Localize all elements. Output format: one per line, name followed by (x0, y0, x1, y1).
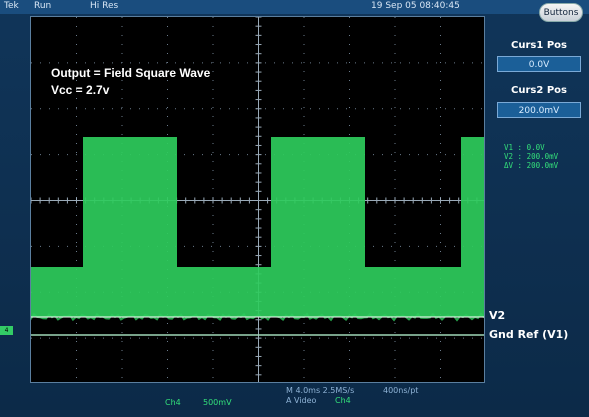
buttons-button[interactable]: Buttons (539, 3, 583, 22)
gnd-ref-label: Gnd Ref (V1) (489, 328, 569, 341)
run-mode-label: Run (34, 1, 52, 11)
curs2-pos-field[interactable]: 200.0mV (497, 102, 581, 118)
readout-v2: V2 : 200.0mV (504, 152, 559, 161)
curs1-pos-field[interactable]: 0.0V (497, 56, 581, 72)
annotation-title: Output = Field Square Wave (51, 66, 211, 80)
status-timebase: M 4.0ms 2.5MS/s (286, 386, 355, 395)
channel-ground-marker: 4 (0, 326, 13, 335)
waveform-trace (31, 137, 484, 317)
readout-v1: V1 : 0.0V (504, 143, 545, 152)
status-channel: Ch4 (165, 398, 181, 407)
waveform-display: Output = Field Square Wave Vcc = 2.7v (30, 16, 485, 383)
curs1-pos-label: Curs1 Pos (511, 40, 567, 51)
curs2-pos-label: Curs2 Pos (511, 85, 567, 96)
status-resolution: 400ns/pt (383, 386, 419, 395)
acquisition-mode-label: Hi Res (90, 1, 119, 11)
timestamp: 19 Sep 05 08:40:45 (371, 1, 460, 11)
readout-delta-v: ΔV : 200.0mV (504, 161, 559, 170)
status-volts-div: 500mV (203, 398, 232, 407)
waveform-graticule (31, 17, 484, 382)
status-trigger-source: Ch4 (335, 396, 351, 405)
status-trigger: A Video (286, 396, 317, 405)
annotation-vcc: Vcc = 2.7v (51, 83, 110, 97)
top-status-bar: Tek Run Hi Res 19 Sep 05 08:40:45 (0, 0, 589, 14)
brand-label: Tek (4, 1, 19, 11)
cursor-v2-label: V2 (489, 309, 506, 322)
